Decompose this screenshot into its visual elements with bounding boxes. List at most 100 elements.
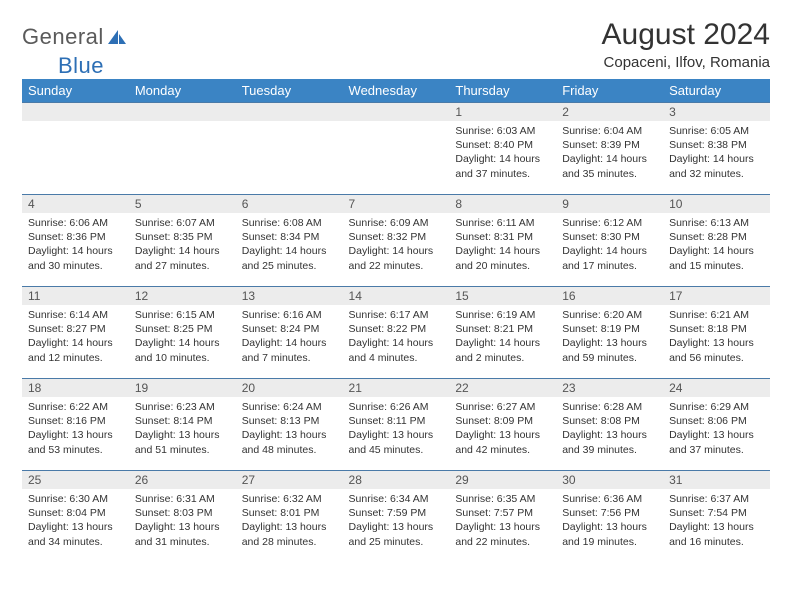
- calendar-week-row: 18Sunrise: 6:22 AMSunset: 8:16 PMDayligh…: [22, 379, 770, 471]
- sunset-text: Sunset: 8:27 PM: [28, 322, 123, 336]
- sunrise-text: Sunrise: 6:07 AM: [135, 216, 230, 230]
- sunrise-text: Sunrise: 6:27 AM: [455, 400, 550, 414]
- calendar-table: SundayMondayTuesdayWednesdayThursdayFrid…: [22, 79, 770, 563]
- daylight-text-1: Daylight: 14 hours: [242, 336, 337, 350]
- day-number: 16: [556, 287, 663, 305]
- location-subtitle: Copaceni, Ilfov, Romania: [602, 54, 770, 71]
- sunset-text: Sunset: 8:34 PM: [242, 230, 337, 244]
- daylight-text-1: Daylight: 14 hours: [669, 244, 764, 258]
- sunset-text: Sunset: 7:57 PM: [455, 506, 550, 520]
- weekday-header: Sunday: [22, 79, 129, 103]
- sunrise-text: Sunrise: 6:34 AM: [349, 492, 444, 506]
- day-detail: Sunrise: 6:35 AMSunset: 7:57 PMDaylight:…: [449, 489, 556, 553]
- daylight-text-1: Daylight: 14 hours: [562, 152, 657, 166]
- day-detail: Sunrise: 6:22 AMSunset: 8:16 PMDaylight:…: [22, 397, 129, 461]
- day-detail: Sunrise: 6:09 AMSunset: 8:32 PMDaylight:…: [343, 213, 450, 277]
- daylight-text-2: and 45 minutes.: [349, 443, 444, 457]
- daylight-text-1: Daylight: 13 hours: [562, 428, 657, 442]
- day-detail: Sunrise: 6:06 AMSunset: 8:36 PMDaylight:…: [22, 213, 129, 277]
- daylight-text-2: and 25 minutes.: [242, 259, 337, 273]
- daylight-text-2: and 56 minutes.: [669, 351, 764, 365]
- daylight-text-2: and 25 minutes.: [349, 535, 444, 549]
- calendar-day-cell: 12Sunrise: 6:15 AMSunset: 8:25 PMDayligh…: [129, 287, 236, 379]
- sunset-text: Sunset: 8:09 PM: [455, 414, 550, 428]
- daylight-text-1: Daylight: 13 hours: [135, 428, 230, 442]
- calendar-body: 1Sunrise: 6:03 AMSunset: 8:40 PMDaylight…: [22, 103, 770, 563]
- day-number: 15: [449, 287, 556, 305]
- calendar-day-cell: 29Sunrise: 6:35 AMSunset: 7:57 PMDayligh…: [449, 471, 556, 563]
- daylight-text-1: Daylight: 13 hours: [669, 336, 764, 350]
- daylight-text-2: and 28 minutes.: [242, 535, 337, 549]
- day-detail: Sunrise: 6:34 AMSunset: 7:59 PMDaylight:…: [343, 489, 450, 553]
- day-detail: Sunrise: 6:17 AMSunset: 8:22 PMDaylight:…: [343, 305, 450, 369]
- day-detail: Sunrise: 6:21 AMSunset: 8:18 PMDaylight:…: [663, 305, 770, 369]
- calendar-day-cell: 18Sunrise: 6:22 AMSunset: 8:16 PMDayligh…: [22, 379, 129, 471]
- day-detail: Sunrise: 6:31 AMSunset: 8:03 PMDaylight:…: [129, 489, 236, 553]
- day-detail: Sunrise: 6:30 AMSunset: 8:04 PMDaylight:…: [22, 489, 129, 553]
- day-detail: [129, 121, 236, 128]
- sunset-text: Sunset: 8:31 PM: [455, 230, 550, 244]
- day-number: 14: [343, 287, 450, 305]
- daylight-text-1: Daylight: 13 hours: [455, 428, 550, 442]
- day-number: 25: [22, 471, 129, 489]
- day-detail: Sunrise: 6:19 AMSunset: 8:21 PMDaylight:…: [449, 305, 556, 369]
- sunset-text: Sunset: 8:25 PM: [135, 322, 230, 336]
- sunset-text: Sunset: 8:35 PM: [135, 230, 230, 244]
- calendar-week-row: 25Sunrise: 6:30 AMSunset: 8:04 PMDayligh…: [22, 471, 770, 563]
- calendar-day-cell: 15Sunrise: 6:19 AMSunset: 8:21 PMDayligh…: [449, 287, 556, 379]
- sunset-text: Sunset: 8:40 PM: [455, 138, 550, 152]
- calendar-day-cell: 24Sunrise: 6:29 AMSunset: 8:06 PMDayligh…: [663, 379, 770, 471]
- sunrise-text: Sunrise: 6:35 AM: [455, 492, 550, 506]
- sunset-text: Sunset: 8:19 PM: [562, 322, 657, 336]
- day-number: 17: [663, 287, 770, 305]
- sunset-text: Sunset: 8:21 PM: [455, 322, 550, 336]
- sunrise-text: Sunrise: 6:13 AM: [669, 216, 764, 230]
- day-detail: Sunrise: 6:03 AMSunset: 8:40 PMDaylight:…: [449, 121, 556, 185]
- day-number: 24: [663, 379, 770, 397]
- sunrise-text: Sunrise: 6:19 AM: [455, 308, 550, 322]
- daylight-text-1: Daylight: 14 hours: [455, 152, 550, 166]
- calendar-day-cell: 4Sunrise: 6:06 AMSunset: 8:36 PMDaylight…: [22, 195, 129, 287]
- day-detail: Sunrise: 6:16 AMSunset: 8:24 PMDaylight:…: [236, 305, 343, 369]
- day-number: 12: [129, 287, 236, 305]
- day-detail: Sunrise: 6:05 AMSunset: 8:38 PMDaylight:…: [663, 121, 770, 185]
- sunrise-text: Sunrise: 6:12 AM: [562, 216, 657, 230]
- sunset-text: Sunset: 8:04 PM: [28, 506, 123, 520]
- calendar-day-cell: 27Sunrise: 6:32 AMSunset: 8:01 PMDayligh…: [236, 471, 343, 563]
- daylight-text-2: and 30 minutes.: [28, 259, 123, 273]
- day-number: 3: [663, 103, 770, 121]
- calendar-day-cell: 11Sunrise: 6:14 AMSunset: 8:27 PMDayligh…: [22, 287, 129, 379]
- logo: General: [22, 18, 128, 50]
- calendar-day-cell: 2Sunrise: 6:04 AMSunset: 8:39 PMDaylight…: [556, 103, 663, 195]
- day-detail: Sunrise: 6:12 AMSunset: 8:30 PMDaylight:…: [556, 213, 663, 277]
- sunrise-text: Sunrise: 6:37 AM: [669, 492, 764, 506]
- logo-sail-icon: [106, 28, 128, 46]
- sunset-text: Sunset: 8:06 PM: [669, 414, 764, 428]
- day-number: 23: [556, 379, 663, 397]
- daylight-text-1: Daylight: 13 hours: [562, 336, 657, 350]
- daylight-text-2: and 35 minutes.: [562, 167, 657, 181]
- day-detail: Sunrise: 6:07 AMSunset: 8:35 PMDaylight:…: [129, 213, 236, 277]
- calendar-day-cell: 6Sunrise: 6:08 AMSunset: 8:34 PMDaylight…: [236, 195, 343, 287]
- calendar-week-row: 4Sunrise: 6:06 AMSunset: 8:36 PMDaylight…: [22, 195, 770, 287]
- daylight-text-2: and 2 minutes.: [455, 351, 550, 365]
- day-number: [22, 103, 129, 121]
- weekday-header: Thursday: [449, 79, 556, 103]
- daylight-text-2: and 10 minutes.: [135, 351, 230, 365]
- day-detail: Sunrise: 6:13 AMSunset: 8:28 PMDaylight:…: [663, 213, 770, 277]
- daylight-text-1: Daylight: 13 hours: [349, 428, 444, 442]
- day-number: 29: [449, 471, 556, 489]
- calendar-day-cell: 7Sunrise: 6:09 AMSunset: 8:32 PMDaylight…: [343, 195, 450, 287]
- sunset-text: Sunset: 7:59 PM: [349, 506, 444, 520]
- calendar-day-cell: 9Sunrise: 6:12 AMSunset: 8:30 PMDaylight…: [556, 195, 663, 287]
- sunrise-text: Sunrise: 6:03 AM: [455, 124, 550, 138]
- sunrise-text: Sunrise: 6:05 AM: [669, 124, 764, 138]
- daylight-text-1: Daylight: 14 hours: [349, 336, 444, 350]
- calendar-day-cell: 5Sunrise: 6:07 AMSunset: 8:35 PMDaylight…: [129, 195, 236, 287]
- sunrise-text: Sunrise: 6:17 AM: [349, 308, 444, 322]
- daylight-text-2: and 15 minutes.: [669, 259, 764, 273]
- daylight-text-2: and 7 minutes.: [242, 351, 337, 365]
- day-detail: [236, 121, 343, 128]
- logo-text-general: General: [22, 24, 104, 50]
- sunset-text: Sunset: 8:38 PM: [669, 138, 764, 152]
